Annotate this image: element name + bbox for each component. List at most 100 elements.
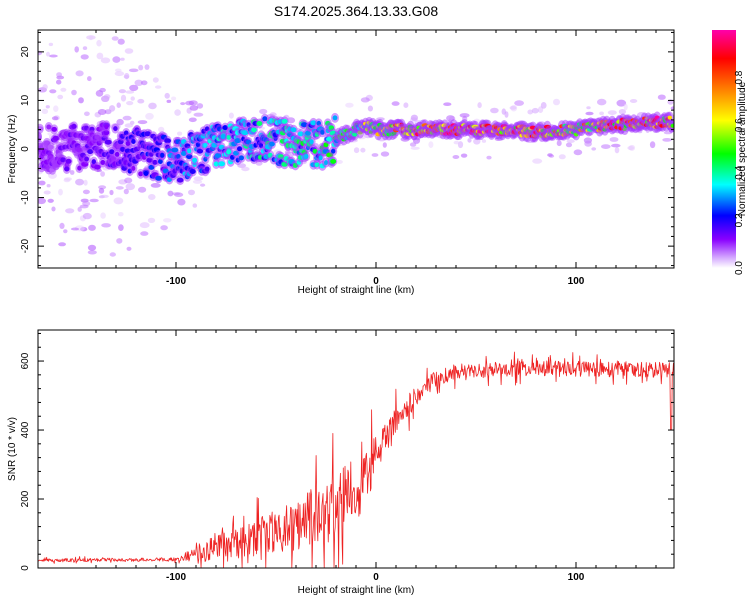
spectrogram-speckle	[614, 146, 620, 154]
spectrogram-speckle	[115, 186, 124, 190]
spectrogram-speckle	[599, 111, 604, 116]
spectrogram-speckle	[473, 138, 481, 145]
snr-xlabel: Height of straight line (km)	[298, 585, 415, 596]
spectrogram-speckle	[117, 38, 125, 45]
spectrogram-speckle	[192, 203, 198, 208]
spectrogram-ridge-cell	[94, 164, 101, 170]
spectrogram-speckle	[158, 126, 165, 133]
y-tick-label: 600	[20, 352, 31, 369]
spectrogram-speckle	[41, 108, 49, 115]
spectrogram-ridge-cell	[331, 148, 336, 154]
spectrogram-speckle	[144, 64, 150, 70]
spectrogram-speckle	[43, 190, 51, 195]
spectrogram-speckle	[128, 68, 139, 73]
spectrogram-speckle	[174, 109, 181, 116]
spectrogram-speckle	[120, 57, 125, 61]
spectrogram-speckle	[490, 107, 499, 114]
colorbar-tick-label: 0.2	[734, 213, 745, 227]
spectrogram-speckle	[80, 54, 89, 60]
spectrogram-speckle	[241, 166, 250, 172]
spectrogram-speckle	[164, 92, 170, 99]
spectrogram-speckle	[623, 103, 628, 111]
spectrogram-speckle	[75, 178, 85, 186]
spectrogram-speckle	[82, 46, 88, 50]
spectrogram-speckle	[152, 77, 159, 83]
spectrogram-ridge-cell	[181, 151, 187, 156]
spectrogram-speckle	[53, 105, 59, 112]
spectrogram-speckle	[116, 118, 124, 126]
spectrogram-speckle	[477, 102, 482, 109]
spectrogram-speckle	[166, 99, 172, 103]
spectrogram-speckle	[140, 231, 149, 236]
spectrogram-speckle	[147, 217, 156, 223]
y-tick-label: -20	[20, 238, 31, 253]
spectrogram-speckle	[189, 105, 199, 111]
spectrogram-speckle	[345, 102, 354, 108]
spectrogram-speckle	[586, 106, 591, 110]
spectrogram-speckle	[410, 146, 420, 150]
y-tick-label: 200	[20, 490, 31, 507]
spectrogram-speckle	[88, 224, 96, 231]
spectrogram-speckle	[611, 143, 621, 148]
spectrogram-speckle	[409, 142, 417, 147]
spectrogram-speckle	[628, 144, 636, 151]
spectrogram-speckle	[160, 225, 168, 231]
spectrogram-speckle	[403, 102, 409, 108]
spectrogram-speckle	[556, 140, 562, 147]
spectrogram-speckle	[98, 187, 105, 194]
spectrogram-speckle	[527, 109, 533, 115]
spectrogram-speckle	[125, 183, 135, 191]
spectrogram-speckle	[45, 105, 50, 109]
spectrogram-ridge-cell	[138, 171, 144, 177]
spectrogram-speckle	[509, 106, 517, 110]
spectrogram-speckle	[114, 71, 125, 77]
spectrogram-ridge-cell	[218, 161, 226, 167]
spectrogram-ridge-cell	[330, 158, 337, 164]
spectrogram-ridge-cell	[220, 134, 227, 140]
spectrogram-speckle	[155, 85, 162, 89]
spectrogram-speckle	[138, 186, 147, 193]
spectrogram-ridge-cell	[158, 159, 163, 164]
colorbar-tick-label: 0.8	[734, 70, 745, 84]
spectrogram-speckle	[51, 116, 59, 121]
spectrogram-ylabel: Frequency (Hz)	[7, 115, 18, 184]
spectrogram-ridge-cell	[160, 152, 165, 158]
spectrogram-speckle	[618, 109, 627, 115]
spectrogram-speckle	[63, 229, 68, 234]
spectrogram-speckle	[649, 141, 656, 149]
spectrogram-ridge-cell	[226, 149, 232, 155]
snr-panel: -100 0 100 0 200 400 600 Height of straight li…	[7, 329, 675, 596]
spectrogram-ridge-cell	[91, 159, 97, 165]
spectrogram-speckle	[103, 94, 111, 100]
spectrogram-speckle	[532, 158, 543, 164]
spectrogram-speckle	[115, 68, 122, 73]
colorbar-label: Normalized spectral amplitude	[737, 81, 748, 216]
spectrogram-ridge-cell	[104, 124, 109, 130]
spectrogram-ridge-cell	[38, 126, 44, 132]
spectrogram-ridge-cell	[51, 126, 57, 132]
spectrogram-speckle	[96, 39, 102, 47]
spectrogram-speckle	[137, 120, 148, 125]
spectrogram-speckle	[99, 87, 106, 93]
spectrogram-ridge-cell	[262, 116, 268, 122]
spectrogram-speckle	[123, 188, 129, 195]
spectrogram-speckle	[130, 96, 135, 101]
spectrogram-speckle	[56, 72, 62, 78]
spectrogram-speckle	[58, 242, 66, 247]
spectrogram-ridge-cell	[204, 166, 210, 172]
spectrogram-speckle	[486, 155, 492, 160]
spectrogram-ridge-cell	[304, 153, 309, 159]
spectrogram-speckle	[113, 197, 124, 205]
spectrogram-speckle	[124, 123, 134, 128]
spectrogram-ridge-cell	[256, 121, 263, 126]
spectrogram-speckle	[48, 42, 54, 47]
spectrogram-speckle	[145, 112, 154, 120]
snr-ylabel: SNR (10 * v/v)	[7, 417, 18, 481]
spectrogram-ridge-cell	[164, 138, 172, 144]
spectrogram-speckle	[58, 188, 63, 196]
spectrogram-speckle	[109, 252, 117, 257]
spectrogram-speckle	[116, 102, 121, 108]
spectrogram-speckle	[42, 84, 48, 90]
spectrogram-speckle	[100, 212, 106, 219]
spectrogram-speckle	[459, 113, 470, 118]
